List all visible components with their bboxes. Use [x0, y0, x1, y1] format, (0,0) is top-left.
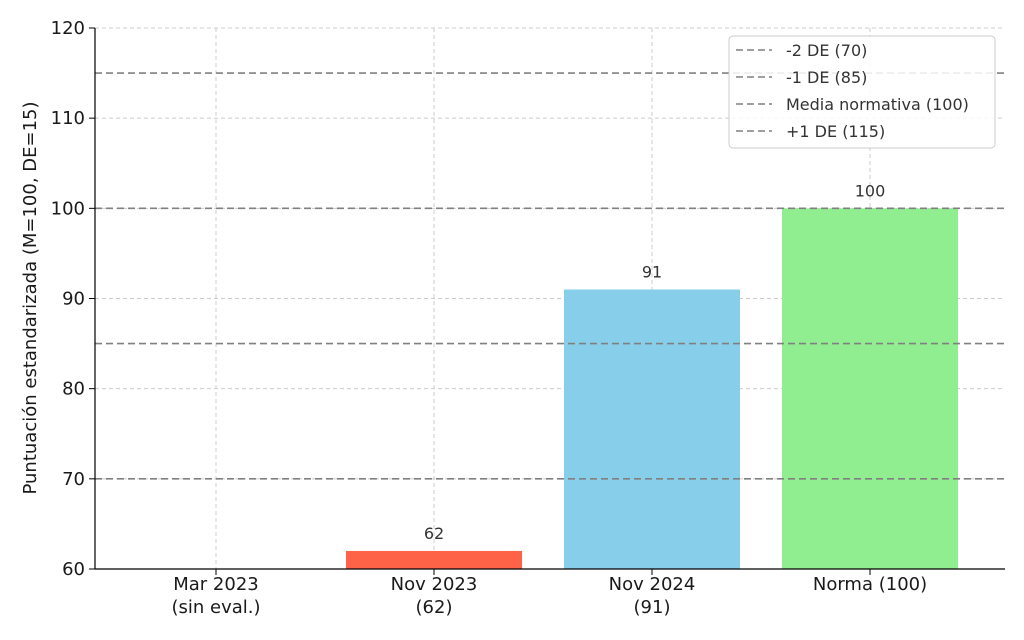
x-tick-label: (62) — [416, 597, 453, 618]
bar-value-label: 91 — [642, 262, 662, 281]
x-tick-label: Norma (100) — [813, 574, 927, 595]
x-tick-label: (sin eval.) — [171, 597, 260, 618]
y-tick-label: 120 — [51, 18, 85, 39]
bar — [782, 208, 958, 570]
x-tick-label: (91) — [634, 597, 671, 618]
bar-value-label: 100 — [855, 181, 886, 200]
x-tick-label: Mar 2023 — [173, 574, 259, 595]
legend: -2 DE (70) -1 DE (85) Media normativa (100… — [728, 35, 996, 149]
legend-entry: +1 DE (115) — [786, 122, 885, 141]
y-tick-label: 60 — [62, 559, 85, 580]
legend-entry: -1 DE (85) — [786, 68, 867, 87]
y-tick-label: 70 — [62, 469, 85, 490]
reference-lines — [95, 72, 1005, 480]
y-tick-label: 90 — [62, 289, 85, 310]
ticks: 60 70 80 90 100 110 120 Mar 2023(sin eval.) Nov … — [51, 18, 927, 618]
legend-entry: Media normativa (100) — [786, 95, 969, 114]
legend-entry: -2 DE (70) — [786, 41, 867, 60]
bars — [346, 208, 958, 570]
bar — [346, 550, 522, 569]
y-tick-label: 110 — [51, 108, 85, 129]
x-tick-label: Nov 2023 — [391, 574, 478, 595]
x-tick-label: Nov 2024 — [609, 574, 696, 595]
bar — [564, 289, 740, 569]
bar-value-label: 62 — [424, 524, 444, 543]
legend-box — [728, 35, 996, 149]
y-axis-label: Puntuación estandarizada (M=100, DE=15) — [20, 101, 41, 494]
y-tick-label: 100 — [51, 198, 85, 219]
y-tick-label: 80 — [62, 379, 85, 400]
value-labels: 62 91 100 — [424, 181, 885, 543]
